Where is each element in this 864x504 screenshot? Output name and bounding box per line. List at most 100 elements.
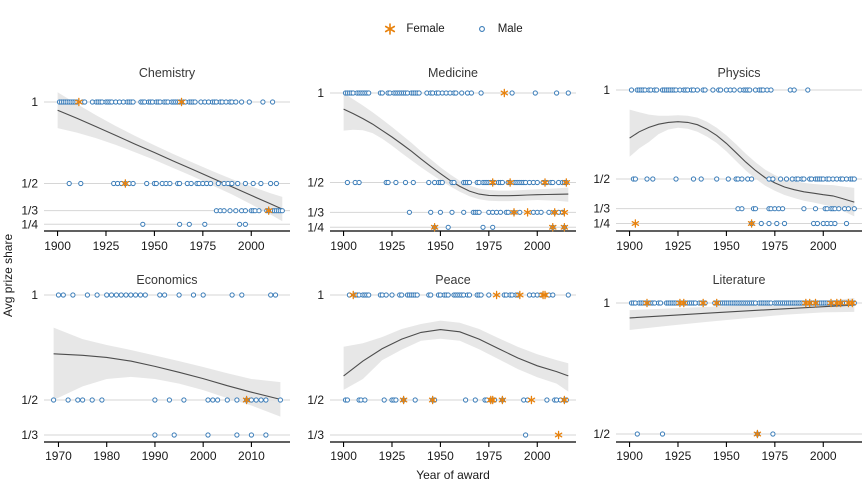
x-tick-label: 1950 — [713, 449, 740, 463]
data-point-male — [258, 397, 264, 403]
x-tick-label: 1900 — [44, 239, 71, 253]
data-point-male — [650, 176, 656, 182]
data-point-male — [224, 397, 230, 403]
data-point-male — [654, 87, 660, 93]
data-point-female — [500, 88, 509, 98]
data-point-female — [827, 298, 835, 308]
x-tick-label: 2000 — [810, 449, 837, 463]
trend-ribbon — [343, 93, 569, 202]
data-point-male — [381, 397, 387, 403]
y-level-label: 1/2 — [593, 427, 610, 441]
data-point-male — [215, 397, 221, 403]
data-point-female — [548, 223, 557, 232]
data-point-male — [51, 397, 57, 403]
x-tick-label: 1950 — [427, 239, 454, 253]
data-point-male — [774, 220, 780, 227]
data-point-male — [177, 221, 183, 227]
data-point-male — [99, 397, 105, 403]
data-point-female — [510, 208, 518, 217]
data-point-male — [505, 209, 511, 215]
data-point-male — [192, 99, 198, 105]
x-tick-label: 2000 — [810, 239, 837, 253]
data-point-male — [690, 176, 697, 182]
panel-chemistry: 1 1/2 1/31/4 1900 1925 1950 1975 2000 Chemistry — [21, 66, 290, 253]
data-point-male — [256, 208, 262, 214]
data-point-male — [229, 180, 235, 187]
data-point-male — [546, 209, 552, 215]
x-tick-label: 2000 — [190, 449, 217, 463]
data-point-male — [210, 397, 216, 403]
data-point-female — [264, 206, 273, 215]
data-point-male — [113, 292, 120, 298]
data-point-male — [710, 87, 716, 93]
data-point-male — [476, 209, 482, 215]
x-tick-label: 1975 — [761, 239, 788, 253]
data-point-male — [534, 179, 540, 186]
x-tick-label: 1975 — [189, 239, 216, 253]
data-point-male — [523, 432, 529, 438]
data-point-male — [385, 179, 391, 186]
data-point-male — [702, 87, 708, 93]
panel-title: Peace — [435, 273, 470, 287]
data-point-male — [497, 209, 504, 215]
data-point-male — [144, 180, 150, 187]
data-point-male — [634, 431, 640, 437]
trend-ribbon — [629, 298, 855, 330]
panel-medicine: 1 1/2 1/31/4 1900 1925 1950 1975 2000 Medicine — [307, 66, 576, 253]
data-point-male — [437, 209, 443, 215]
data-point-male — [393, 179, 399, 186]
data-point-male — [550, 179, 556, 186]
data-point-male — [227, 208, 233, 214]
data-point-male — [472, 397, 478, 403]
data-point-male — [208, 180, 214, 187]
data-point-male — [538, 209, 544, 215]
data-point-male — [84, 292, 91, 298]
trend-line — [53, 353, 281, 400]
data-point-male — [140, 221, 146, 227]
trend-line — [629, 121, 855, 203]
y-level-label: 1/4 — [307, 220, 324, 234]
y-level-label: 1/2 — [21, 393, 38, 407]
x-tick-label: 2010 — [238, 449, 265, 463]
y-level-label: 1/4 — [21, 217, 38, 231]
data-point-male — [176, 292, 182, 298]
data-point-male — [130, 99, 136, 105]
data-point-male — [128, 292, 134, 298]
x-tick-label: 1990 — [142, 449, 169, 463]
data-point-male — [768, 87, 774, 93]
data-point-female — [560, 208, 569, 217]
y-level-label: 1/3 — [593, 202, 610, 216]
data-point-male — [673, 176, 679, 182]
x-tick-label: 2000 — [524, 449, 551, 463]
data-point-male — [393, 397, 399, 403]
data-point-male — [344, 179, 350, 186]
data-point-male — [486, 292, 492, 298]
data-point-male — [80, 397, 86, 403]
y-level-label: 1/4 — [593, 217, 610, 231]
x-tick-label: 1950 — [141, 239, 168, 253]
data-point-female — [349, 290, 358, 300]
data-point-male — [166, 397, 172, 403]
data-point-male — [215, 180, 221, 187]
data-point-male — [75, 397, 81, 403]
data-point-female — [848, 298, 857, 308]
data-point-male — [554, 90, 560, 96]
panel-title: Medicine — [428, 66, 478, 80]
data-point-male — [248, 397, 254, 403]
data-point-male — [200, 292, 206, 298]
data-point-male — [406, 209, 412, 215]
data-point-male — [268, 180, 274, 187]
data-point-male — [466, 179, 473, 186]
y-level-label: 1/2 — [307, 176, 324, 190]
legend-item-male: Male — [475, 22, 523, 36]
data-point-male — [239, 292, 245, 298]
data-point-female — [177, 97, 186, 107]
y-level-label: 1/3 — [307, 205, 324, 219]
data-point-male — [812, 206, 819, 212]
x-tick-label: 1900 — [616, 449, 643, 463]
data-point-female — [747, 219, 756, 228]
data-point-male — [66, 180, 72, 187]
data-point-male — [277, 397, 283, 403]
y-axis-label: Avg prize share — [1, 233, 15, 317]
data-point-male — [544, 397, 550, 403]
